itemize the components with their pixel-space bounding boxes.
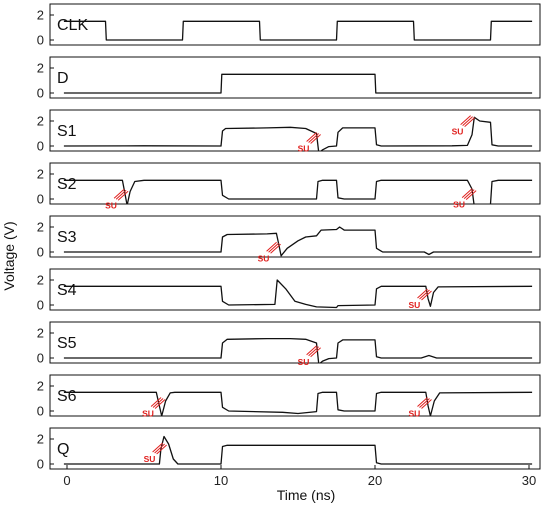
- y-tick-label: 0: [37, 298, 44, 313]
- x-tick-label: 30: [522, 473, 536, 488]
- su-hatch-marker: [306, 132, 321, 144]
- su-annotation: SU: [409, 397, 432, 419]
- panel-frame: [49, 321, 541, 364]
- trace-d: [63, 73, 533, 94]
- panel-s3: 0 2 S3 SU: [37, 215, 541, 263]
- y-tick-label: 0: [37, 404, 44, 419]
- su-hatch-marker: [461, 188, 477, 200]
- y-tick-label: 2: [37, 432, 44, 447]
- su-hatch-marker: [113, 188, 129, 201]
- su-label: SU: [105, 200, 117, 210]
- y-tick-label: 0: [37, 33, 44, 48]
- panel-d: 0 2D: [37, 56, 541, 101]
- su-hatch-marker: [460, 115, 475, 127]
- su-label: SU: [409, 409, 421, 419]
- su-label: SU: [258, 253, 270, 263]
- su-annotation: SU: [258, 241, 281, 263]
- y-tick-label: 0: [37, 139, 44, 154]
- panel-q: 0 2Q SU: [37, 427, 541, 472]
- su-hatch-marker: [266, 241, 281, 254]
- su-annotation: SU: [144, 442, 167, 464]
- panel-s6: 0 2 S6 SU SU: [37, 374, 541, 419]
- su-annotation: SU: [142, 397, 166, 419]
- y-tick-label: 2: [37, 8, 44, 23]
- trace-clk: [63, 20, 533, 41]
- trace-s2: [63, 179, 533, 204]
- trace-s5: [63, 337, 533, 363]
- su-annotation: SU: [105, 188, 129, 210]
- su-annotation: SU: [453, 188, 477, 210]
- panel-frame: [49, 215, 541, 258]
- su-annotation: SU: [298, 132, 321, 154]
- y-tick-label: 0: [37, 457, 44, 472]
- panel-label-s5: S5: [57, 335, 77, 352]
- panel-s2: 0 2 S2 SU SU: [37, 162, 541, 210]
- panel-label-clk: CLK: [57, 17, 88, 34]
- panel-clk: 0 2 CLK: [37, 3, 541, 48]
- su-label: SU: [144, 454, 156, 464]
- panel-label-q: Q: [57, 441, 69, 458]
- y-tick-label: 2: [37, 379, 44, 394]
- su-label: SU: [298, 144, 310, 154]
- panel-frame: [49, 427, 541, 470]
- y-tick-label: 2: [37, 326, 44, 341]
- panel-frame: [49, 56, 541, 99]
- y-tick-label: 0: [37, 192, 44, 207]
- x-tick-label: 10: [214, 473, 228, 488]
- su-annotation: SU: [409, 288, 432, 310]
- panel-label-s4: S4: [57, 282, 77, 299]
- panel-label-d: D: [57, 70, 69, 87]
- panel-label-s6: S6: [57, 388, 77, 405]
- trace-s6: [63, 391, 533, 416]
- su-label: SU: [409, 300, 421, 310]
- trace-s3: [63, 226, 533, 257]
- su-label: SU: [453, 200, 465, 210]
- su-hatch-marker: [152, 442, 167, 455]
- trace-q: [63, 435, 533, 465]
- panel-frame: [49, 162, 541, 205]
- x-tick-label: 0: [63, 473, 70, 488]
- su-label: SU: [142, 409, 154, 419]
- y-axis-title: Voltage (V): [1, 221, 17, 290]
- panel-label-s2: S2: [57, 176, 77, 193]
- panel-frame: [49, 109, 541, 152]
- panel-s1: 0 2 S1 SU SU: [37, 109, 541, 154]
- x-axis-title: Time (ns): [277, 487, 336, 503]
- y-tick-label: 0: [37, 351, 44, 366]
- y-tick-label: 2: [37, 273, 44, 288]
- su-annotation: SU: [298, 345, 321, 367]
- x-axis: 0 10 20 30: [63, 465, 536, 488]
- panel-frame: [49, 268, 541, 311]
- panel-frame: [49, 3, 541, 46]
- trace-s1: [63, 116, 533, 151]
- su-hatch-marker: [417, 288, 432, 301]
- x-tick-label: 20: [368, 473, 382, 488]
- panel-label-s1: S1: [57, 123, 77, 140]
- y-tick-label: 2: [37, 220, 44, 235]
- panel-label-s3: S3: [57, 229, 77, 246]
- y-tick-label: 0: [37, 245, 44, 260]
- su-hatch-marker: [417, 397, 432, 409]
- su-hatch-marker: [306, 345, 321, 358]
- y-tick-label: 2: [37, 167, 44, 182]
- y-tick-label: 2: [37, 61, 44, 76]
- panel-frame: [49, 374, 541, 417]
- trace-s4: [63, 279, 533, 309]
- panel-s5: 0 2 S5 SU: [37, 321, 541, 367]
- su-label: SU: [452, 127, 464, 137]
- y-tick-label: 0: [37, 86, 44, 101]
- panel-s4: 0 2 S4 SU: [37, 268, 541, 313]
- y-tick-label: 2: [37, 114, 44, 129]
- su-annotation: SU: [452, 115, 475, 137]
- su-label: SU: [298, 357, 310, 367]
- su-hatch-marker: [150, 397, 166, 409]
